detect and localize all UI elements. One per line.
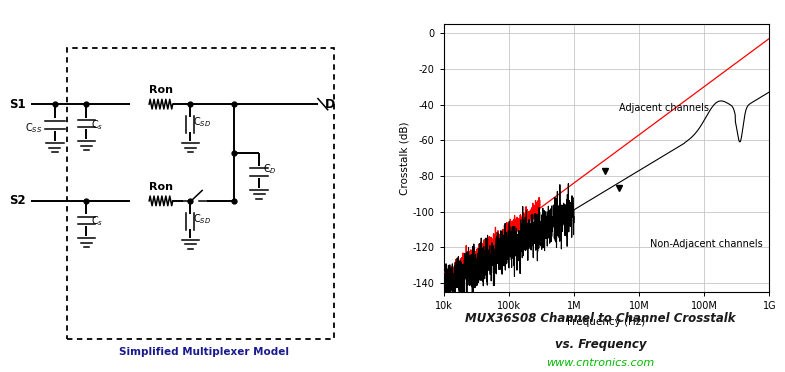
Text: www.cntronics.com: www.cntronics.com	[546, 358, 655, 368]
Y-axis label: Crosstalk (dB): Crosstalk (dB)	[400, 121, 410, 195]
Text: C$_{SD}$: C$_{SD}$	[193, 115, 211, 129]
Text: D: D	[324, 98, 335, 110]
Text: Non-Adjacent channels: Non-Adjacent channels	[651, 239, 763, 249]
Text: Ron: Ron	[149, 182, 173, 192]
Text: C$_D$: C$_D$	[263, 162, 277, 176]
Text: S2: S2	[9, 195, 26, 207]
Text: Simplified Multiplexer Model: Simplified Multiplexer Model	[119, 347, 289, 356]
Text: vs. Frequency: vs. Frequency	[555, 338, 646, 350]
Bar	[67, 48, 334, 339]
Text: C$_{SS}$: C$_{SS}$	[24, 121, 42, 135]
X-axis label: Frequency (Hz): Frequency (Hz)	[568, 317, 645, 327]
Text: S1: S1	[9, 98, 26, 110]
Text: C$_s$: C$_s$	[91, 118, 104, 132]
Text: C$_{SD}$: C$_{SD}$	[193, 212, 211, 226]
Text: C$_s$: C$_s$	[91, 214, 104, 228]
Text: Ron: Ron	[149, 85, 173, 95]
Text: Adjacent channels: Adjacent channels	[619, 103, 710, 113]
Text: MUX36S08 Channel to Channel Crosstalk: MUX36S08 Channel to Channel Crosstalk	[466, 312, 736, 324]
